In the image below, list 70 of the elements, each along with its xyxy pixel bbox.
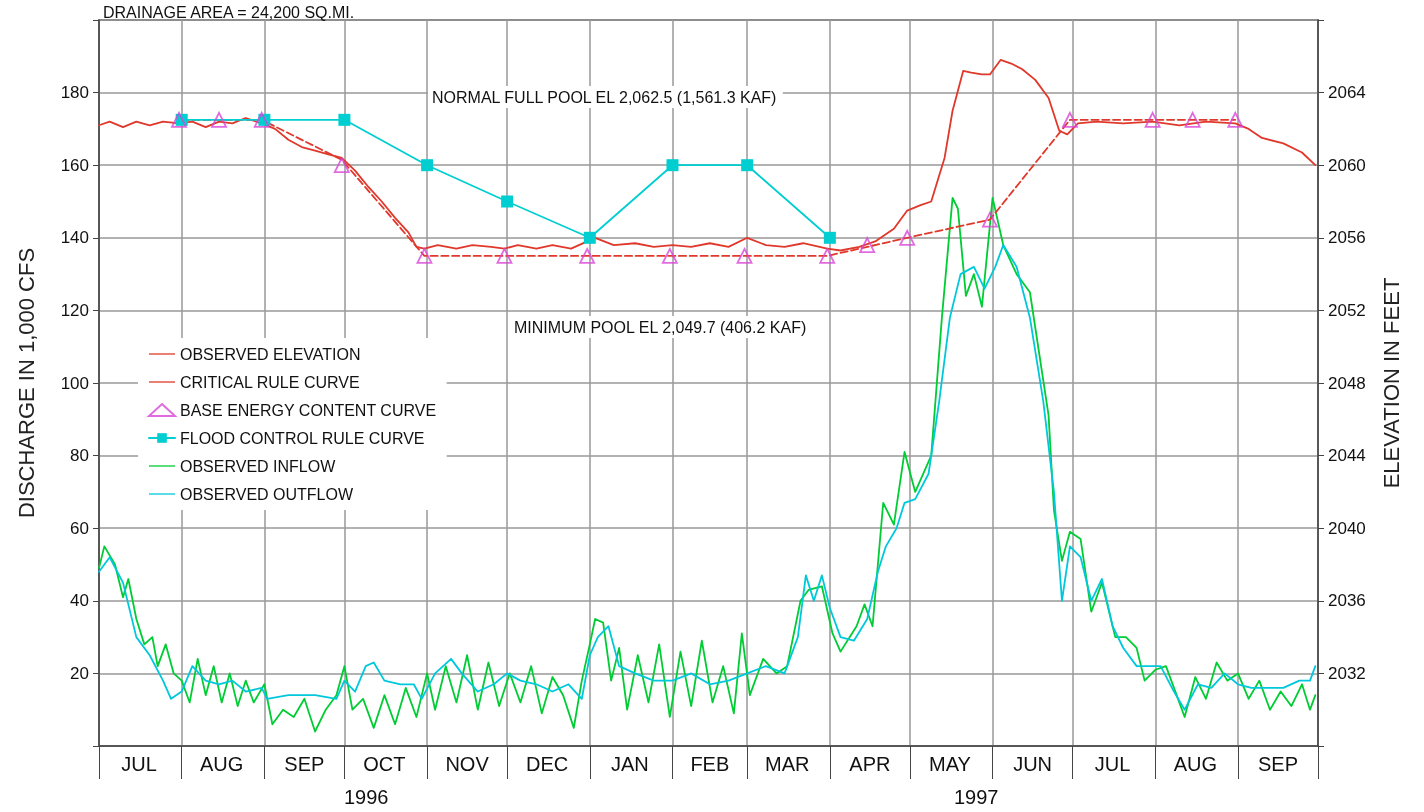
legend-label: FLOOD CONTROL RULE CURVE xyxy=(180,429,425,447)
point xyxy=(741,159,754,172)
annotation: MINIMUM POOL EL 2,049.7 (406.2 KAF) xyxy=(514,318,807,336)
x-tick-label: JAN xyxy=(610,753,649,775)
x-tick-label: APR xyxy=(849,753,891,775)
x-tick-label: SEP xyxy=(284,753,325,775)
legend-label: OBSERVED INFLOW xyxy=(180,457,337,475)
point xyxy=(823,231,836,244)
y-tick-label: 100 xyxy=(60,373,89,393)
x-tick-label: DEC xyxy=(526,753,569,775)
y-tick-label: 20 xyxy=(70,663,89,683)
point xyxy=(736,248,753,264)
text: 1996 xyxy=(344,786,389,808)
point xyxy=(338,113,351,126)
y-tick-label: 40 xyxy=(70,591,89,611)
legend-label: OBSERVED ELEVATION xyxy=(180,345,361,363)
point xyxy=(421,159,434,172)
point xyxy=(1184,111,1201,128)
point xyxy=(583,231,596,244)
point xyxy=(253,111,270,128)
point xyxy=(1227,111,1244,128)
x-tick-label: JUN xyxy=(1013,753,1053,775)
x-tick-label: SEP xyxy=(1257,753,1298,775)
x-tick-label: JUL xyxy=(1094,753,1131,775)
y2-tick-label: 2036 xyxy=(1328,591,1366,611)
point xyxy=(501,195,514,208)
point xyxy=(171,111,187,128)
y2-tick-label: 2052 xyxy=(1328,300,1366,320)
x-tick-label: OCT xyxy=(363,753,406,775)
point xyxy=(819,248,836,264)
point xyxy=(416,248,433,264)
point xyxy=(1062,111,1078,128)
annotation: NORMAL FULL POOL EL 2,062.5 (1,561.3 KAF) xyxy=(432,88,777,106)
legend-label: CRITICAL RULE CURVE xyxy=(180,373,360,391)
point xyxy=(859,237,876,253)
point xyxy=(666,159,679,172)
y2-tick-label: 2056 xyxy=(1328,228,1366,248)
text: 1997 xyxy=(954,786,999,808)
y2-tick-label: 2044 xyxy=(1328,446,1366,466)
point xyxy=(982,211,998,228)
x-tick-label: JUL xyxy=(121,753,157,775)
point xyxy=(496,248,513,264)
x-tick-label: MAR xyxy=(764,753,810,775)
y-tick-label: 80 xyxy=(70,446,89,466)
legend-label: BASE ENERGY CONTENT CURVE xyxy=(180,401,437,419)
point xyxy=(899,229,916,246)
y2-axis-title: ELEVATION IN FEET xyxy=(1378,277,1404,489)
x-tick-label: FEB xyxy=(690,753,730,775)
annotation: DRAINAGE AREA = 24,200 SQ.MI. xyxy=(103,3,355,21)
y2-tick-label: 2040 xyxy=(1328,518,1366,538)
y-tick-label: 60 xyxy=(70,518,89,538)
point xyxy=(661,248,678,264)
point xyxy=(211,111,227,128)
y-tick-label: 160 xyxy=(60,155,89,175)
y2-tick-label: 2048 xyxy=(1328,373,1366,393)
legend-label: OBSERVED OUTFLOW xyxy=(180,485,354,503)
point xyxy=(333,157,350,174)
y-tick-label: 120 xyxy=(60,300,89,320)
y2-tick-label: 2064 xyxy=(1328,83,1366,103)
point xyxy=(1144,111,1161,128)
y-tick-label: 140 xyxy=(60,228,89,248)
y2-tick-label: 2032 xyxy=(1328,663,1366,683)
x-tick-label: AUG xyxy=(1173,753,1217,775)
x-tick-label: NOV xyxy=(445,753,490,775)
x-tick-label: AUG xyxy=(200,753,244,775)
point xyxy=(579,248,596,264)
x-tick-label: MAY xyxy=(928,753,971,775)
y2-tick-label: 2060 xyxy=(1328,155,1366,175)
y-tick-label: 180 xyxy=(60,83,89,103)
y-axis-title: DISCHARGE IN 1,000 CFS xyxy=(13,247,39,519)
